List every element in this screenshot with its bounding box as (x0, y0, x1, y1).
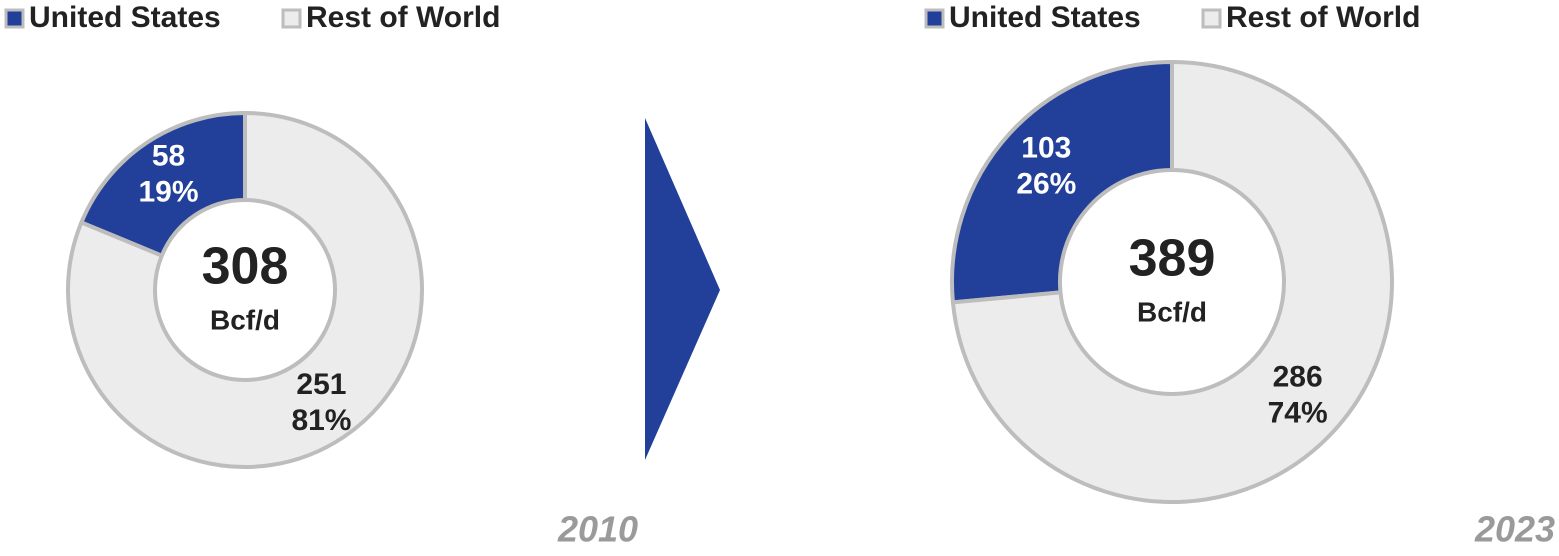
total-label: 308 (202, 238, 289, 296)
legend-label: Rest of World (1226, 1, 1420, 34)
total-label: 389 (1129, 230, 1216, 288)
percent-label: 26% (1016, 167, 1076, 200)
unit-label: Bcf/d (1137, 296, 1207, 327)
value-label: 103 (1021, 131, 1071, 164)
legend-label: United States (29, 1, 221, 34)
unit-label: Bcf/d (210, 304, 280, 335)
arrow (645, 118, 720, 460)
donut-slice (66, 110, 424, 469)
percent-label: 81% (291, 404, 351, 437)
percent-label: 19% (139, 176, 199, 209)
legend-swatch (1201, 8, 1222, 29)
legend-label: Rest of World (306, 1, 500, 34)
legend-swatch (281, 8, 302, 29)
percent-label: 74% (1268, 396, 1328, 429)
legend-swatch (924, 8, 945, 29)
legend-swatch (4, 8, 25, 29)
donut-slice (950, 59, 1174, 305)
donut-slice (78, 110, 247, 259)
year-label: 2023 (1474, 509, 1555, 550)
value-label: 58 (152, 140, 185, 173)
value-label: 251 (296, 368, 346, 401)
year-label: 2010 (557, 509, 638, 550)
value-label: 286 (1273, 360, 1323, 393)
legend-label: United States (949, 1, 1141, 34)
donut-slice (950, 59, 1394, 504)
